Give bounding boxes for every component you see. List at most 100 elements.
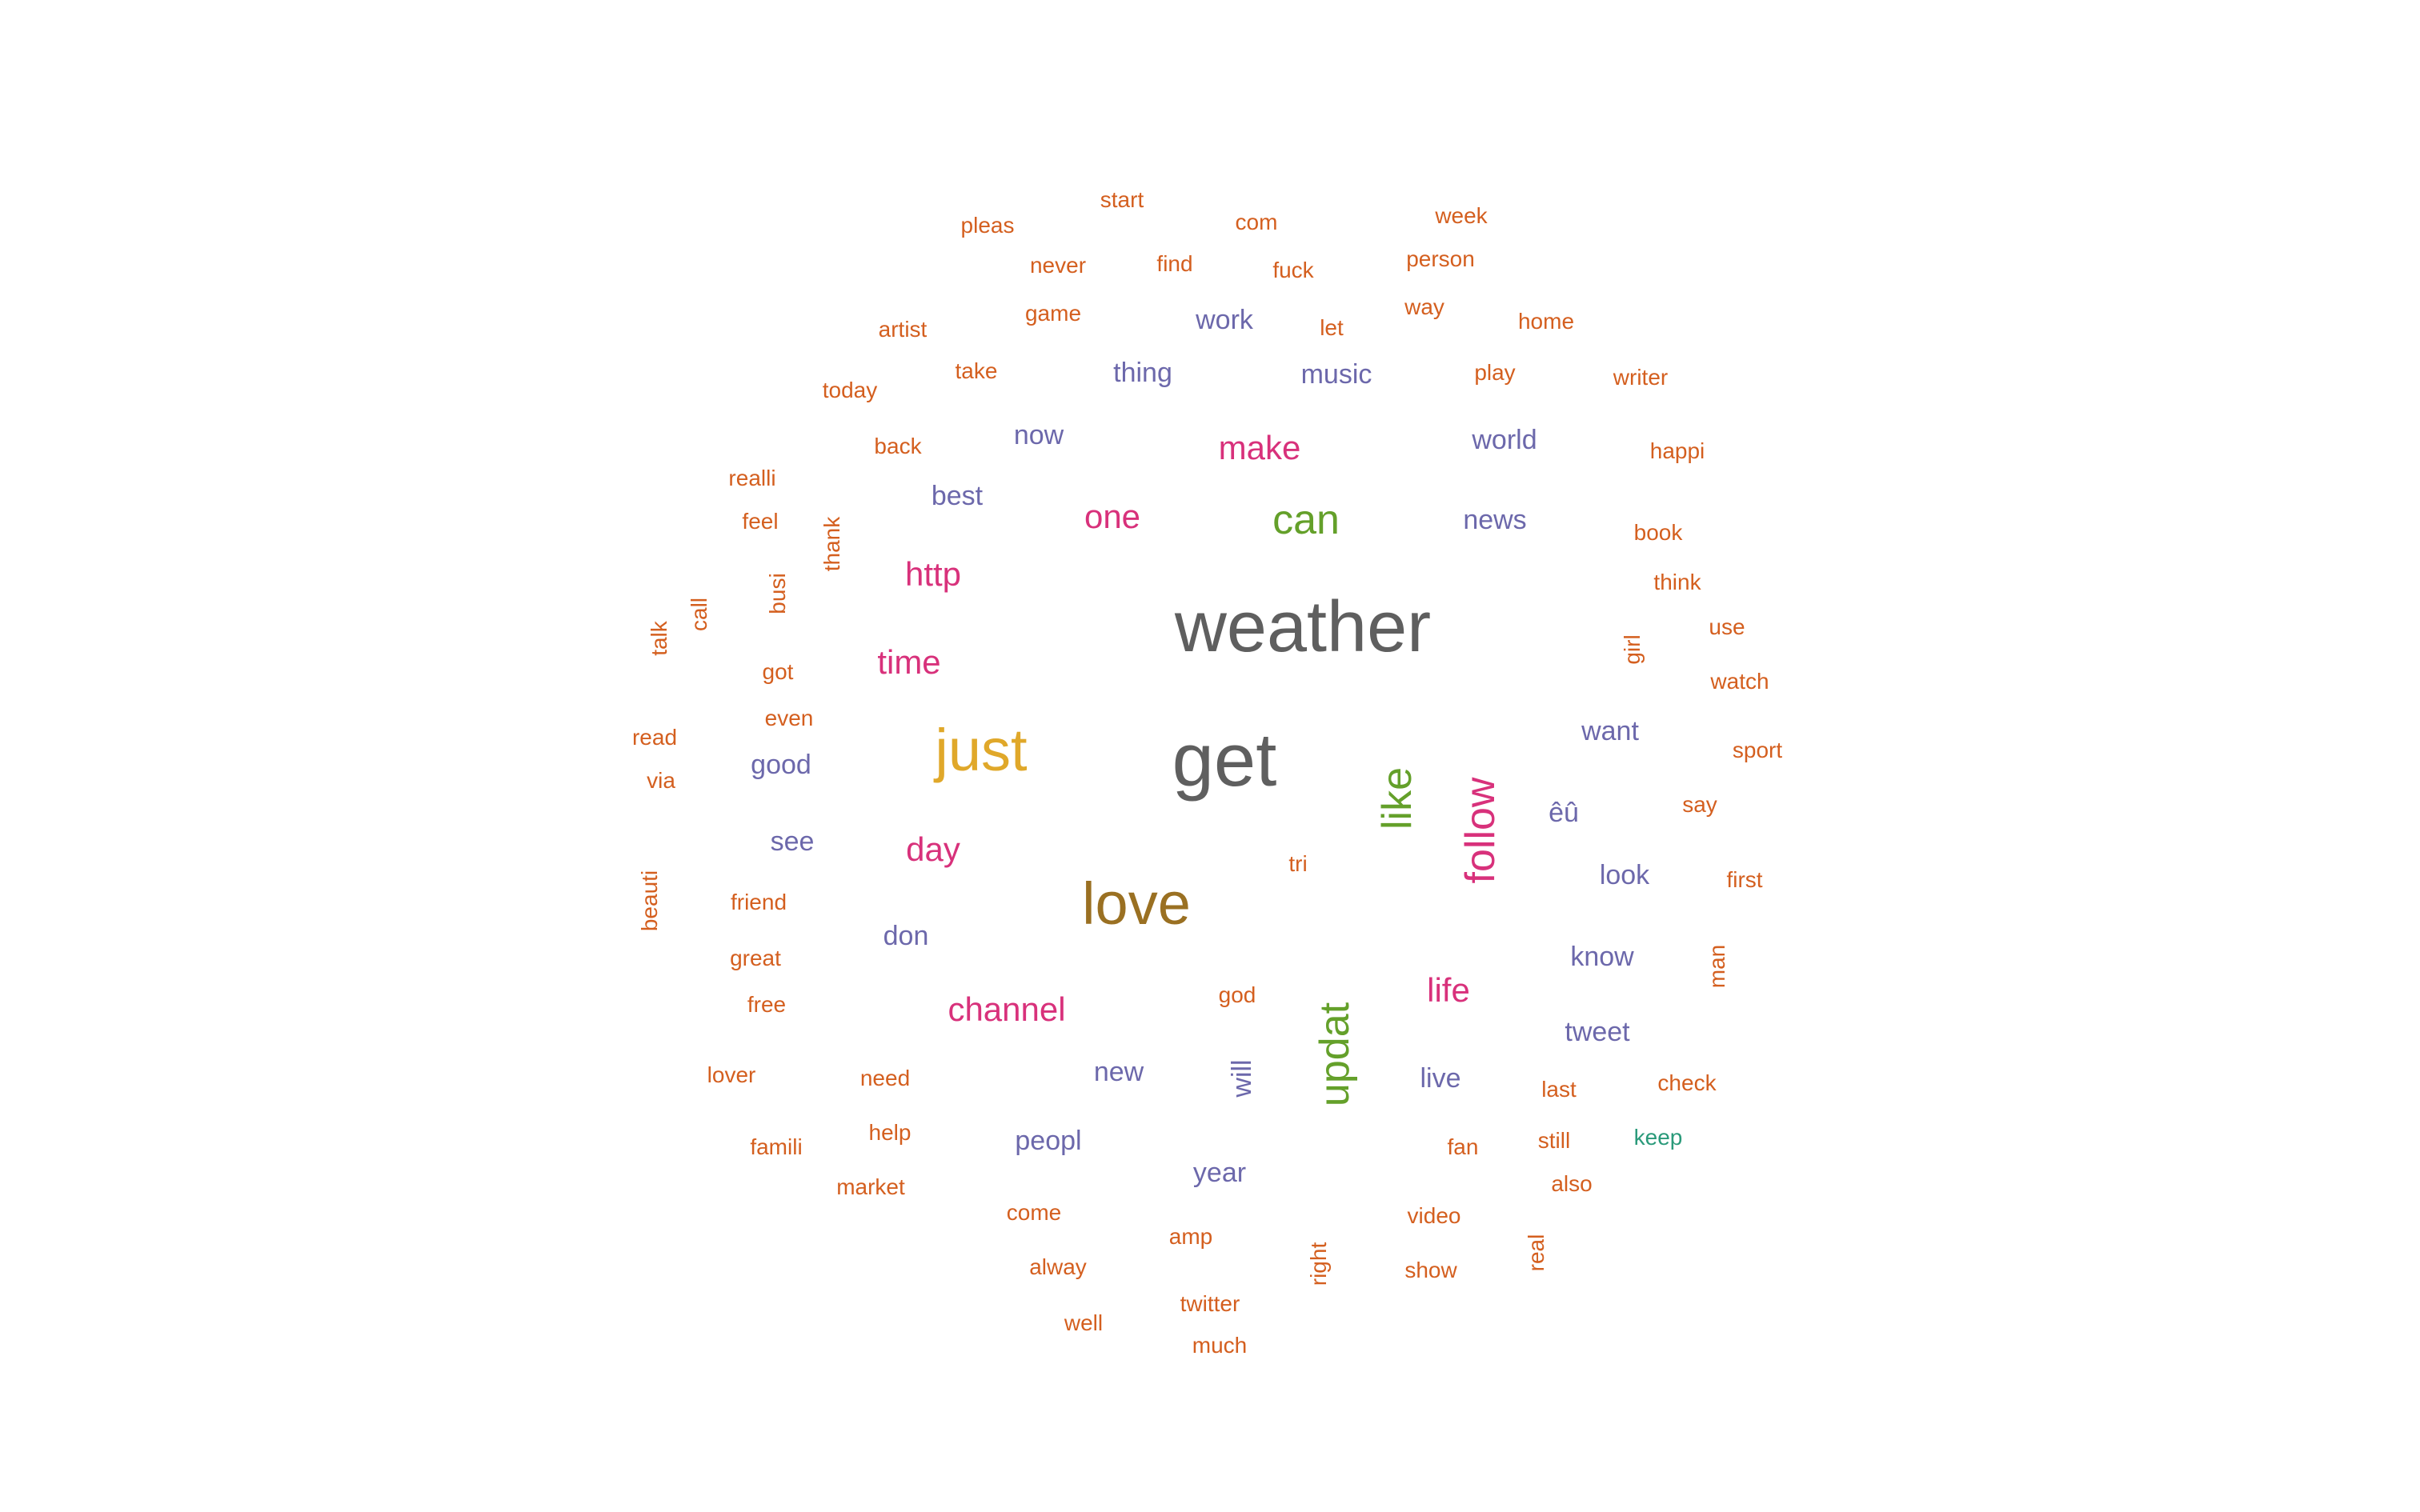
word-57: book — [1633, 520, 1683, 545]
word-13: day — [906, 830, 960, 868]
word-46: let — [1320, 315, 1344, 340]
word-26: êû — [1549, 798, 1579, 828]
word-88: market — [836, 1174, 905, 1199]
word-74: friend — [730, 890, 787, 914]
word-84: famili — [750, 1134, 803, 1159]
word-41: fuck — [1272, 258, 1314, 282]
word-6: can — [1272, 497, 1340, 543]
word-69: via — [647, 768, 675, 793]
word-85: still — [1537, 1128, 1571, 1153]
word-60: call — [687, 597, 711, 632]
word-62: talk — [647, 621, 671, 656]
word-98: well — [1064, 1310, 1104, 1335]
word-39: never — [1029, 253, 1087, 278]
word-77: god — [1218, 982, 1256, 1007]
word-29: tweet — [1565, 1017, 1630, 1047]
word-40: find — [1156, 251, 1193, 276]
word-75: great — [730, 946, 781, 970]
word-31: will — [1227, 1059, 1257, 1098]
word-83: help — [868, 1120, 912, 1145]
word-47: home — [1517, 309, 1575, 334]
word-19: music — [1300, 359, 1372, 390]
word-16: best — [931, 481, 984, 511]
word-53: happi — [1649, 438, 1705, 463]
word-90: come — [1006, 1200, 1062, 1225]
word-33: peopl — [1015, 1126, 1082, 1156]
word-8: channel — [948, 990, 1066, 1028]
word-30: new — [1093, 1057, 1144, 1087]
word-91: video — [1407, 1203, 1461, 1228]
word-89: also — [1551, 1171, 1593, 1196]
word-25: don — [883, 921, 929, 951]
word-94: right — [1306, 1242, 1331, 1286]
word-9: make — [1218, 429, 1301, 466]
word-99: much — [1192, 1333, 1248, 1358]
word-4: like — [1374, 766, 1420, 830]
word-66: even — [764, 706, 814, 730]
word-1: get — [1172, 718, 1277, 802]
word-54: realli — [728, 466, 776, 490]
word-7: follow — [1457, 777, 1504, 884]
word-63: girl — [1620, 634, 1645, 665]
word-10: one — [1084, 498, 1141, 535]
word-48: take — [955, 358, 998, 383]
word-2: love — [1082, 870, 1191, 937]
word-95: alway — [1029, 1254, 1087, 1279]
word-87: fan — [1447, 1134, 1479, 1159]
word-80: need — [859, 1066, 911, 1090]
word-59: busi — [765, 573, 790, 614]
word-78: free — [747, 992, 787, 1017]
word-28: know — [1570, 942, 1634, 972]
word-36: pleas — [960, 213, 1015, 238]
word-70: say — [1682, 792, 1717, 817]
word-61: use — [1709, 614, 1745, 639]
word-38: week — [1435, 203, 1488, 228]
word-93: real — [1524, 1234, 1549, 1272]
word-73: first — [1726, 867, 1763, 892]
word-22: want — [1581, 716, 1639, 746]
word-14: life — [1427, 971, 1470, 1009]
word-55: feel — [742, 509, 779, 534]
word-64: got — [762, 659, 794, 684]
word-58: think — [1653, 570, 1701, 594]
word-65: watch — [1710, 669, 1769, 694]
word-50: today — [822, 378, 878, 402]
word-82: check — [1657, 1070, 1717, 1095]
word-21: news — [1463, 505, 1527, 535]
word-97: twitter — [1180, 1291, 1240, 1316]
word-34: year — [1192, 1158, 1247, 1188]
word-86: keep — [1633, 1125, 1683, 1150]
word-43: game — [1024, 301, 1082, 326]
word-17: work — [1196, 305, 1253, 335]
word-12: time — [877, 643, 941, 681]
word-5: updat — [1312, 1002, 1358, 1107]
word-37: com — [1235, 210, 1278, 234]
word-72: beauti — [637, 870, 662, 932]
word-68: sport — [1732, 738, 1783, 762]
word-15: now — [1013, 420, 1064, 450]
word-71: tri — [1288, 851, 1308, 876]
word-92: amp — [1168, 1224, 1213, 1249]
word-3: just — [935, 717, 1028, 783]
word-20: world — [1472, 425, 1537, 455]
word-24: see — [770, 826, 815, 857]
word-42: person — [1406, 246, 1475, 271]
word-35: start — [1100, 187, 1144, 212]
word-45: artist — [878, 317, 928, 342]
word-32: live — [1420, 1063, 1461, 1094]
word-0: weather — [1174, 587, 1432, 667]
word-44: way — [1404, 294, 1444, 319]
word-11: http — [904, 555, 962, 593]
word-49: play — [1474, 360, 1516, 385]
word-79: lover — [707, 1062, 756, 1087]
word-27: look — [1599, 860, 1650, 890]
word-96: show — [1404, 1258, 1457, 1282]
word-56: thank — [819, 516, 844, 572]
word-76: man — [1705, 944, 1729, 989]
word-51: writer — [1613, 365, 1669, 390]
word-18: thing — [1113, 358, 1172, 388]
word-81: last — [1541, 1077, 1577, 1102]
word-52: back — [874, 434, 922, 458]
word-67: read — [631, 725, 678, 750]
